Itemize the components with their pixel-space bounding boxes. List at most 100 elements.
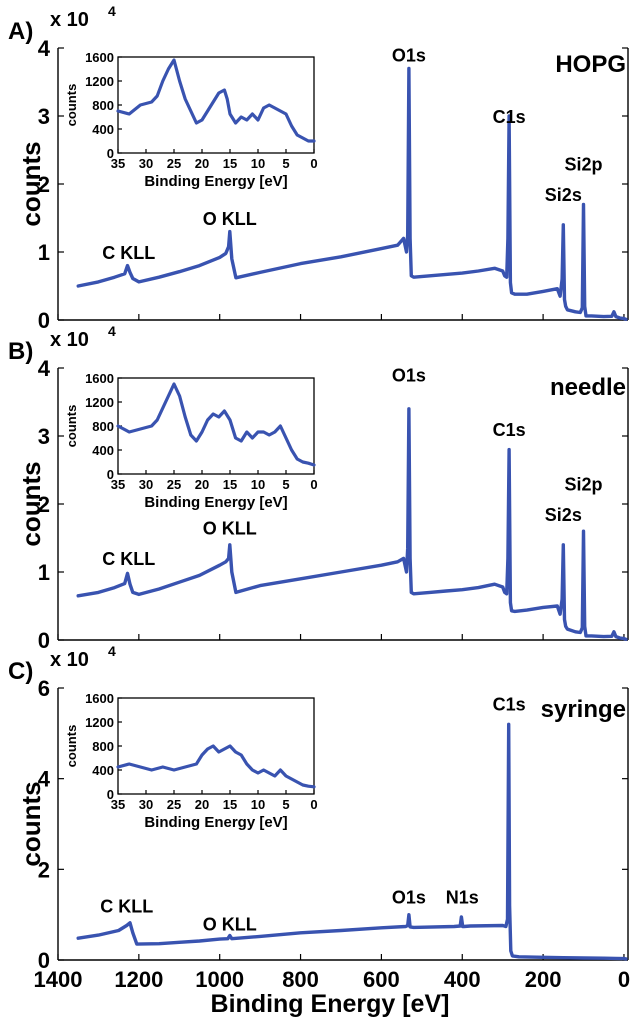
exponent-power: 4: [108, 643, 116, 659]
inset-y-tick-label: 1600: [85, 691, 114, 706]
y-tick-label: 0: [38, 628, 50, 653]
inset-x-tick-label: 5: [282, 477, 289, 492]
y-tick-label: 0: [38, 948, 50, 973]
y-tick-label: 1: [38, 240, 50, 265]
peak-label: Si2s: [545, 505, 582, 525]
inset-x-tick-label: 10: [251, 797, 265, 812]
peak-label: C1s: [493, 420, 526, 440]
inset-frame: [117, 697, 315, 795]
inset-x-tick-label: 20: [195, 797, 209, 812]
inset-y-tick-label: 1200: [85, 74, 114, 89]
y-tick-label: 2: [38, 857, 50, 882]
inset-x-tick-label: 35: [111, 477, 125, 492]
x-axis-label: Binding Energy [eV]: [211, 990, 450, 1018]
peak-label: O1s: [392, 887, 426, 907]
inset-x-tick-label: 10: [251, 156, 265, 171]
inset-x-tick-label: 15: [223, 156, 237, 171]
inset-x-tick-label: 30: [139, 477, 153, 492]
inset-x-tick-label: 25: [167, 477, 181, 492]
x-tick-label: 1400: [34, 967, 83, 992]
exponent-label: x 10: [50, 9, 89, 31]
y-tick-label: 4: [38, 767, 51, 792]
inset-x-tick-label: 15: [223, 477, 237, 492]
peak-label: N1s: [446, 887, 479, 907]
peak-label: C1s: [493, 107, 526, 127]
inset-spectrum-line: [116, 382, 316, 467]
inset-y-tick-label: 0: [107, 787, 114, 802]
y-tick-label: 4: [38, 36, 51, 61]
y-tick-label: 1: [38, 560, 50, 585]
y-tick-label: 3: [38, 424, 50, 449]
y-axis-label: counts: [16, 141, 46, 226]
x-tick-label: 800: [282, 967, 319, 992]
x-tick-label: 1200: [114, 967, 163, 992]
x-tick-label: 400: [444, 967, 481, 992]
y-tick-label: 3: [38, 104, 50, 129]
inset-y-tick-label: 1600: [85, 371, 114, 386]
inset-x-tick-label: 25: [167, 797, 181, 812]
inset-x-tick-label: 25: [167, 156, 181, 171]
x-tick-label: 0: [618, 967, 630, 992]
inset-chart: 0 400 800 1200 1600 35 30 25 20 15 10 5 0 Binding Ene…: [64, 371, 318, 511]
peak-label: O KLL: [203, 209, 257, 229]
inset-y-tick-label: 1600: [85, 50, 114, 65]
peak-label: Si2p: [565, 474, 603, 494]
inset-x-tick-label: 0: [310, 797, 317, 812]
y-tick-label: 2: [38, 492, 50, 517]
inset-spectrum-line: [116, 58, 316, 143]
y-tick-label: 6: [38, 676, 50, 701]
peak-label: O KLL: [203, 915, 257, 935]
x-tick-label: 600: [363, 967, 400, 992]
peak-label: C KLL: [102, 549, 155, 569]
inset-x-axis-label: Binding Energy [eV]: [144, 814, 287, 831]
peak-label: O1s: [392, 46, 426, 66]
inset-x-tick-label: 20: [195, 156, 209, 171]
peak-label: C1s: [493, 695, 526, 715]
sample-label: syringe: [541, 696, 626, 723]
y-axis-label: counts: [16, 781, 46, 866]
y-tick-label: 2: [38, 172, 50, 197]
exponent-label: x 10: [50, 649, 89, 671]
inset-y-tick-label: 800: [92, 739, 114, 754]
survey-spectrum-line: [76, 66, 628, 321]
inset-y-tick-label: 800: [92, 98, 114, 113]
inset-y-tick-label: 800: [92, 419, 114, 434]
peak-label: O1s: [392, 366, 426, 386]
inset-x-axis-label: Binding Energy [eV]: [144, 173, 287, 190]
exponent-power: 4: [108, 323, 116, 339]
inset-spectrum-line: [116, 744, 316, 789]
inset-x-tick-label: 0: [310, 156, 317, 171]
inset-x-tick-label: 35: [111, 797, 125, 812]
inset-y-tick-label: 1200: [85, 715, 114, 730]
peak-label: O KLL: [203, 519, 257, 539]
y-axis-label: counts: [16, 461, 46, 546]
inset-y-tick-label: 0: [107, 146, 114, 161]
inset-x-tick-label: 35: [111, 156, 125, 171]
panel-label: A): [8, 18, 33, 45]
inset-chart: 0 400 800 1200 1600 35 30 25 20 15 10 5 0 Binding Ene…: [64, 50, 318, 190]
sample-label: needle: [550, 374, 626, 401]
peak-label: C KLL: [102, 243, 155, 263]
inset-x-tick-label: 20: [195, 477, 209, 492]
inset-x-tick-label: 30: [139, 156, 153, 171]
inset-y-tick-label: 400: [92, 122, 114, 137]
peak-label: C KLL: [100, 896, 153, 916]
inset-x-tick-label: 10: [251, 477, 265, 492]
y-tick-label: 4: [38, 356, 51, 381]
x-tick-label: 1000: [195, 967, 244, 992]
exponent-label: x 10: [50, 329, 89, 351]
exponent-power: 4: [108, 3, 116, 19]
inset-frame: [117, 56, 315, 154]
inset-y-tick-label: 0: [107, 467, 114, 482]
inset-y-tick-label: 400: [92, 763, 114, 778]
inset-y-axis-label: counts: [64, 725, 79, 768]
inset-y-tick-label: 400: [92, 443, 114, 458]
inset-y-axis-label: counts: [64, 84, 79, 127]
inset-x-axis-label: Binding Energy [eV]: [144, 494, 287, 511]
inset-y-axis-label: counts: [64, 405, 79, 448]
x-tick-label: 200: [525, 967, 562, 992]
